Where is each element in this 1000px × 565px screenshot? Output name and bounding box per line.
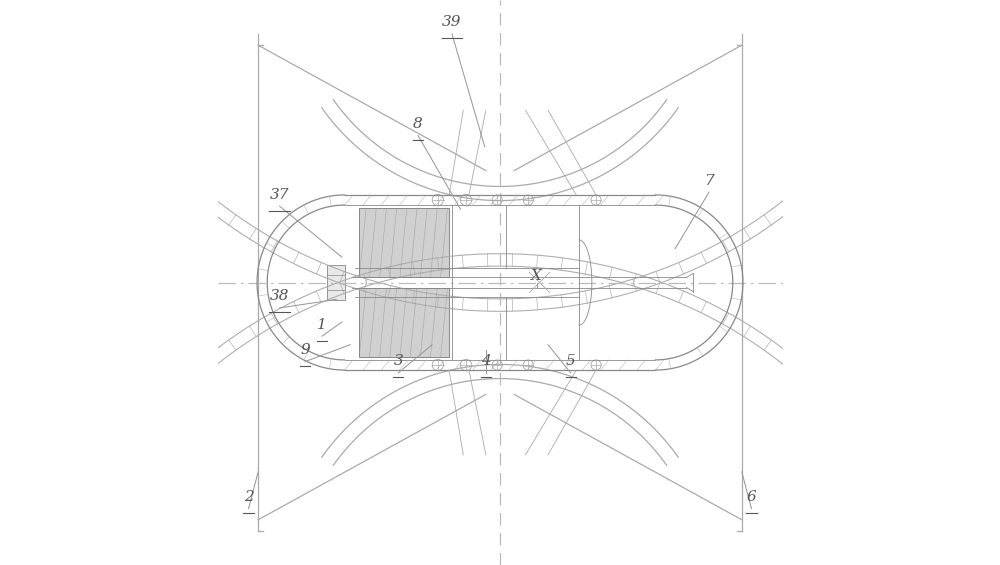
- Text: 39: 39: [442, 15, 462, 29]
- Text: 8: 8: [413, 117, 423, 131]
- Text: 2: 2: [244, 490, 253, 504]
- Text: 7: 7: [704, 173, 714, 188]
- Bar: [359, 288, 449, 357]
- Text: 6: 6: [747, 490, 756, 504]
- Text: 3: 3: [393, 354, 403, 368]
- Text: 4: 4: [481, 354, 491, 368]
- Text: 9: 9: [300, 343, 310, 357]
- Text: 37: 37: [270, 188, 289, 202]
- Text: 5: 5: [566, 354, 576, 368]
- Text: 1: 1: [317, 318, 327, 332]
- Bar: [359, 208, 449, 277]
- Text: X: X: [531, 268, 542, 282]
- Bar: [327, 265, 345, 300]
- Text: 38: 38: [270, 289, 289, 303]
